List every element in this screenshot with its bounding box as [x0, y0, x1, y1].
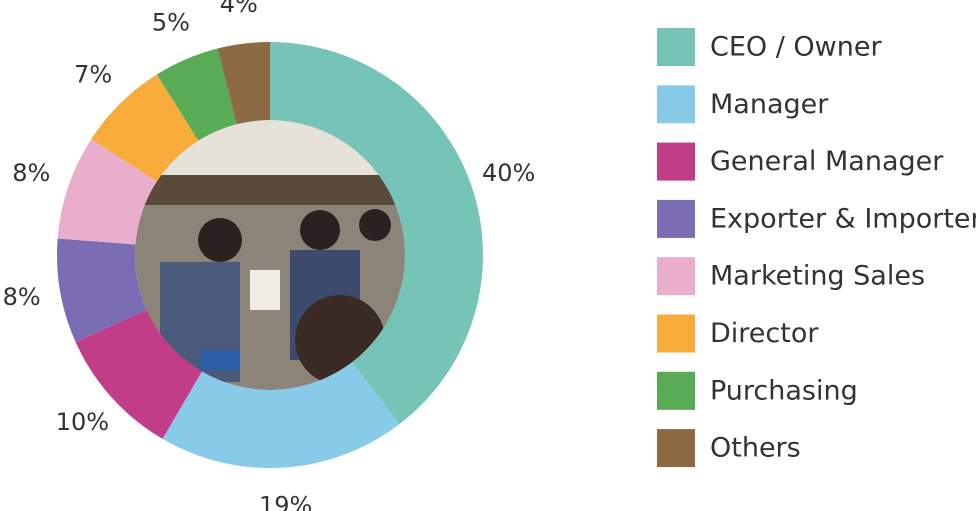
legend-label: Others [710, 433, 801, 464]
data-label: 40% [482, 159, 535, 187]
legend-label: Purchasing [710, 375, 858, 406]
data-label: 19% [259, 492, 312, 511]
legend-swatch [657, 85, 695, 123]
legend-swatch [657, 200, 695, 238]
data-label: 5% [152, 8, 190, 36]
chart: 40% 19% 10% 8% 8% 7% 5% 4% CEO / Owner Manager Ge… [0, 0, 976, 511]
legend-label: Manager [710, 89, 829, 120]
legend-swatch [657, 28, 695, 66]
data-label: 8% [3, 283, 41, 311]
legend-label: Marketing Sales [710, 261, 925, 292]
legend-swatch [657, 315, 695, 353]
legend-label: Exporter & Importer [710, 203, 976, 234]
legend-label: General Manager [710, 146, 944, 177]
data-label: 7% [74, 60, 112, 88]
legend-label: CEO / Owner [710, 32, 882, 63]
legend-swatch [657, 429, 695, 467]
legend-swatch [657, 257, 695, 295]
legend-label: Director [710, 318, 819, 349]
data-label: 10% [56, 408, 109, 436]
legend-swatch [657, 372, 695, 410]
data-label: 8% [12, 159, 50, 187]
legend-swatch [657, 143, 695, 181]
data-label: 4% [220, 0, 258, 18]
